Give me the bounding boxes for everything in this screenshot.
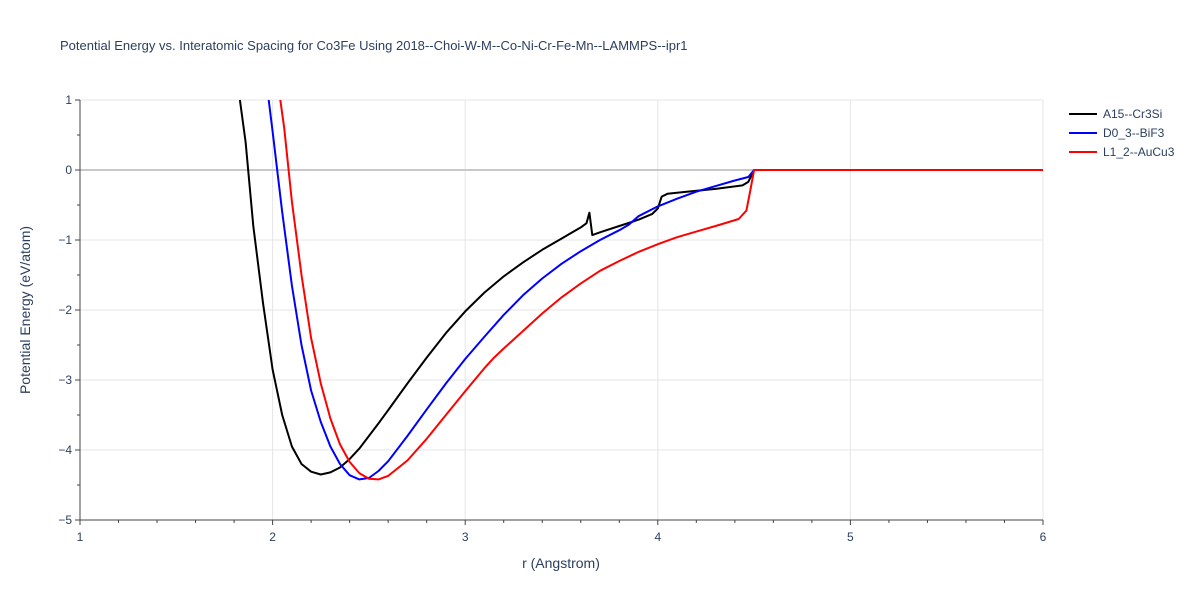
x-axis-title: r (Angstrom) [522,555,600,571]
chart-title: Potential Energy vs. Interatomic Spacing… [60,38,688,53]
y-tick-label: −4 [58,443,72,457]
legend-item[interactable]: D0_3--BiF3 [1069,126,1165,140]
legend-label: L1_2--AuCu3 [1103,145,1175,159]
series-line-1 [267,99,1043,481]
legend-label: A15--Cr3Si [1103,107,1162,121]
series-line-0 [238,99,1043,476]
y-tick-label: 0 [65,163,72,177]
y-tick-label: −3 [58,373,72,387]
series-line-2 [279,99,1043,481]
y-tick-label: 1 [65,93,72,107]
x-tick-label: 6 [1040,530,1047,544]
x-tick-label: 5 [847,530,854,544]
x-tick-label: 3 [462,530,469,544]
series-layer [238,99,1043,481]
grid-lines [80,99,1044,520]
y-tick-label: −2 [58,303,72,317]
legend-item[interactable]: A15--Cr3Si [1069,107,1162,121]
legend-label: D0_3--BiF3 [1103,126,1165,140]
y-tick-label: −1 [58,233,72,247]
y-tick-label: −5 [58,513,72,527]
x-tick-label: 4 [654,530,661,544]
x-tick-label: 1 [77,530,84,544]
legend[interactable]: A15--Cr3Si D0_3--BiF3 L1_2--AuCu3 [1069,107,1175,159]
x-tick-label: 2 [269,530,276,544]
axes: 1 2 3 4 5 6 1 0 −1 −2 −3 −4 −5 [58,93,1046,544]
y-axis-title: Potential Energy (eV/atom) [17,226,33,394]
legend-item[interactable]: L1_2--AuCu3 [1069,145,1175,159]
